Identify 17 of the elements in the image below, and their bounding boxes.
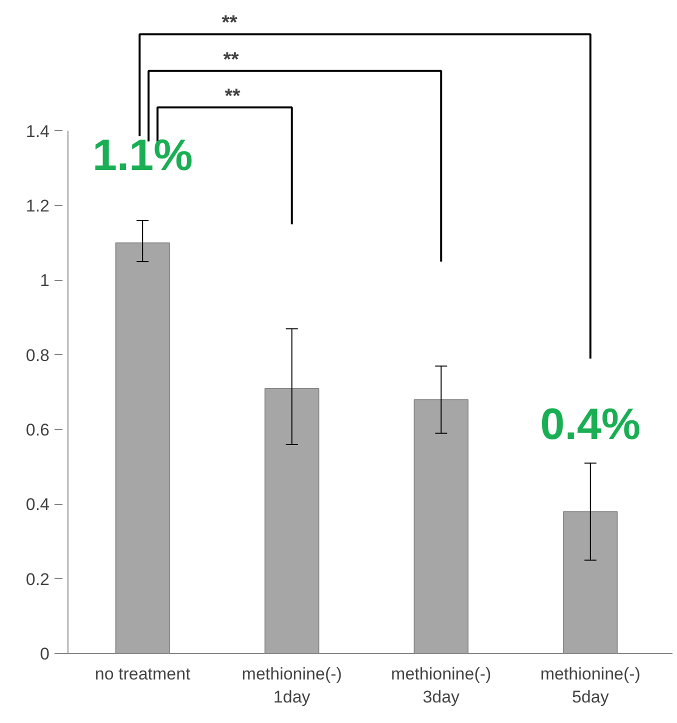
y-tick-label: 0.2 — [26, 570, 50, 589]
x-tick-label: methionine(-) 5day — [540, 664, 640, 706]
y-tick-label: 0 — [40, 644, 50, 664]
text: ** — [222, 12, 238, 34]
y-tick-label: 1.2 — [26, 196, 50, 216]
y-tick-label: 1.4 — [26, 122, 50, 141]
x-tick-label: methionine(-) 3day — [391, 664, 492, 706]
annotation: 0.4% — [540, 400, 641, 449]
y-tick-label: 0.8 — [26, 346, 50, 365]
annotation: 1.1% — [92, 131, 193, 180]
y-tick-label: 0.4 — [26, 495, 50, 514]
text: ** — [223, 48, 239, 71]
y-tick-label: 0.6 — [26, 420, 50, 440]
x-tick-label: no treatment — [94, 664, 191, 684]
y-tick-label: 1 — [40, 271, 50, 290]
text: ** — [224, 85, 240, 108]
x-tick-label: methionine(-) 1day — [242, 664, 342, 706]
